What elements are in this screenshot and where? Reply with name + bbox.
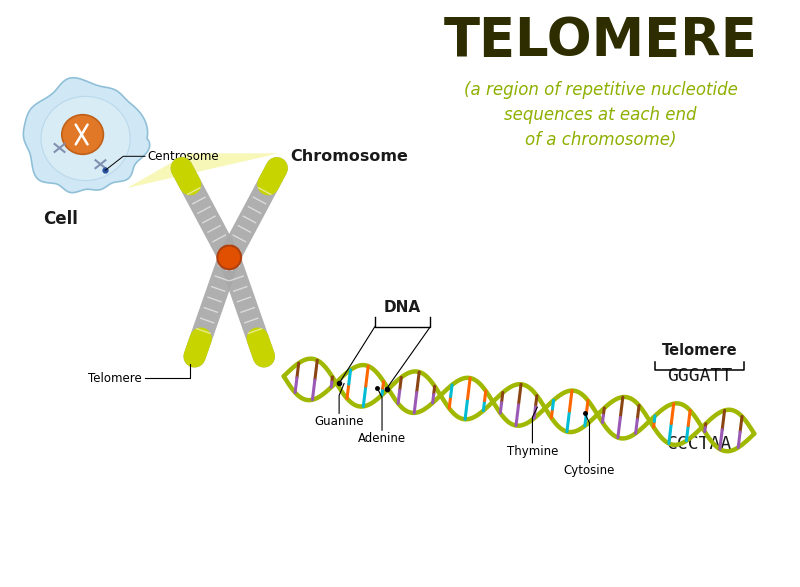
- Polygon shape: [23, 77, 150, 193]
- Text: GGGATT: GGGATT: [667, 367, 733, 385]
- Text: DNA: DNA: [384, 300, 421, 315]
- Text: CCCTAA: CCCTAA: [667, 434, 733, 453]
- Polygon shape: [127, 153, 278, 188]
- Text: TELOMERE: TELOMERE: [444, 15, 758, 67]
- Text: Cell: Cell: [43, 210, 78, 228]
- Circle shape: [218, 245, 241, 269]
- Text: Chromosome: Chromosome: [290, 149, 409, 164]
- Text: Telomere: Telomere: [88, 372, 142, 384]
- Text: Cytosine: Cytosine: [564, 464, 615, 477]
- Text: Guanine: Guanine: [314, 415, 364, 429]
- Text: Adenine: Adenine: [358, 432, 406, 445]
- Text: Thymine: Thymine: [506, 445, 558, 458]
- Text: Centrosome: Centrosome: [147, 150, 218, 163]
- Ellipse shape: [41, 96, 130, 181]
- Text: Telomere: Telomere: [662, 343, 738, 359]
- Text: (a region of repetitive nucleotide
sequences at each end
of a chromosome): (a region of repetitive nucleotide seque…: [464, 81, 738, 149]
- Ellipse shape: [62, 114, 103, 154]
